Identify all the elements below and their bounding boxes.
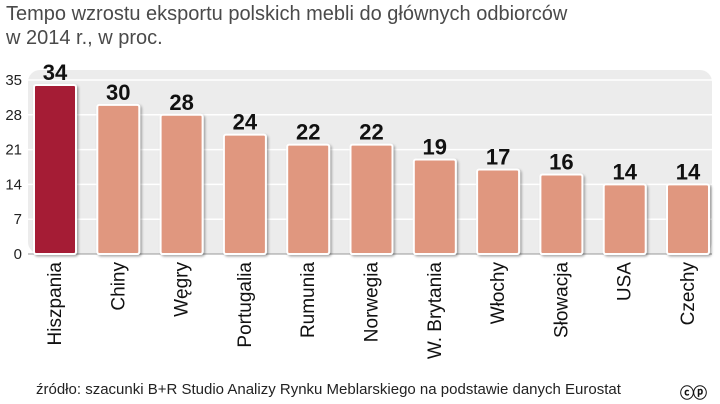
bar-hiszpania [33,83,77,255]
bars [33,83,710,256]
bar-usa [602,183,647,255]
category-label: Czechy [678,262,699,326]
chart-title-line-1: Tempo wzrostu eksportu polskich mebli do… [6,3,568,25]
y-axis-tick-labels: 0 7 14 21 28 35 [5,72,22,263]
bar-chiny [96,103,141,255]
value-label: 34 [43,60,68,85]
category-label: W. Brytania [425,262,446,360]
category-label: Węgry [172,262,193,317]
category-label: Rumunia [298,262,319,338]
bar-rumunia [286,143,331,255]
bar-norwegia [349,143,394,255]
value-label: 14 [612,159,637,184]
value-label: 14 [676,159,701,184]
chart-title: Tempo wzrostu eksportu polskich mebli do… [6,2,706,50]
bar-czechy [666,183,710,255]
category-label: USA [615,262,636,301]
bar-portugalia [222,133,267,255]
value-label: 19 [423,135,447,160]
y-tick-label: 7 [14,211,22,228]
bar-w-brytania [412,158,457,256]
category-labels: Hiszpania Chiny Węgry Portugalia Rumunia Norw… [45,262,699,360]
y-tick-label: 21 [5,142,22,159]
value-labels: 34 30 28 24 22 22 19 17 16 14 14 [43,60,701,184]
value-label: 16 [549,149,573,174]
y-tick-label: 28 [5,107,22,124]
bar-słowacja [539,173,584,255]
bar-węgry [159,113,204,255]
value-label: 22 [296,120,320,145]
category-label: Słowacja [551,262,572,338]
chart-title-line-2: w 2014 r., w proc. [6,27,163,49]
category-label: Portugalia [235,262,256,348]
category-label: Włochy [488,262,509,325]
bar-włochy [476,168,521,255]
value-label: 28 [169,90,193,115]
value-label: 30 [106,80,130,105]
category-label: Chiny [108,262,129,311]
y-tick-label: 14 [5,176,22,193]
y-tick-label: 0 [14,246,22,263]
value-label: 17 [486,144,510,169]
value-label: 22 [359,120,383,145]
y-tick-label: 35 [5,72,22,89]
copyright-icon: ⓒⓟ [680,386,707,402]
category-label: Hiszpania [45,262,66,346]
value-label: 24 [233,110,258,135]
source-note: źródło: szacunki B+R Studio Analizy Rynk… [36,381,621,398]
category-label: Norwegia [362,262,383,343]
